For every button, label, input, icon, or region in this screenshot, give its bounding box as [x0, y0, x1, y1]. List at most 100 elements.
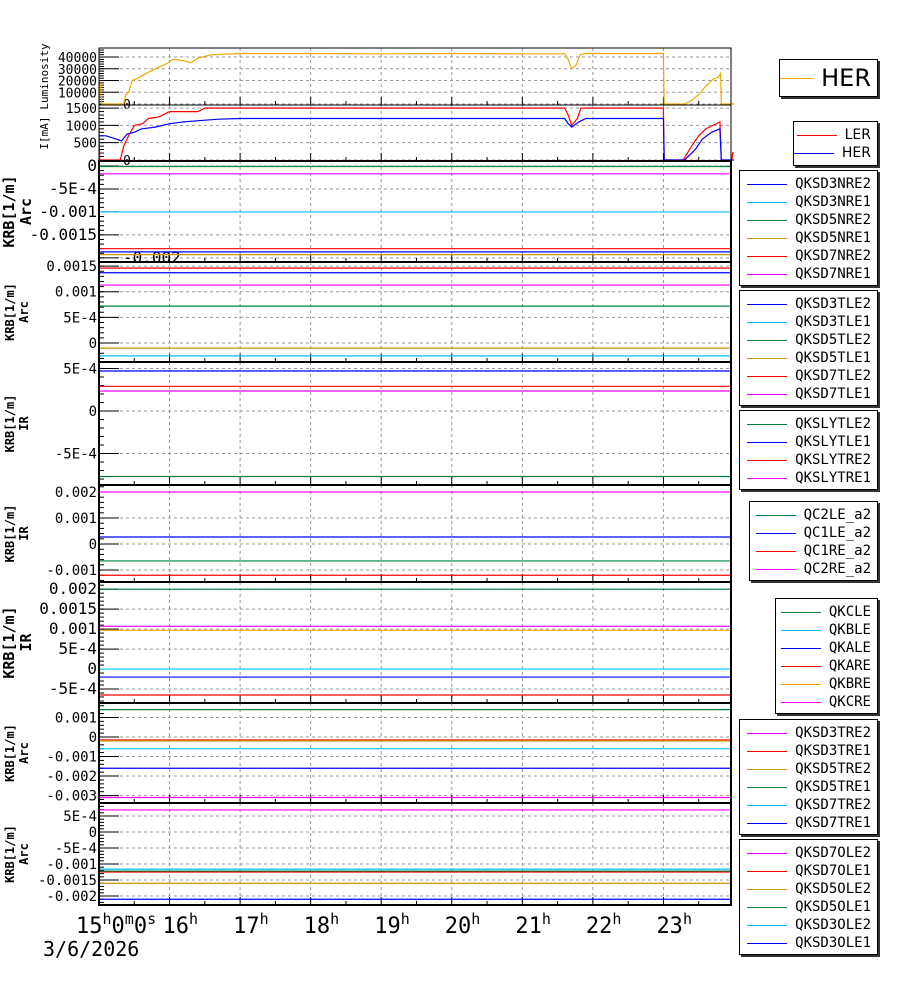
legend-swatch [747, 459, 788, 461]
y-axis-label-line: Arc [17, 742, 31, 764]
legend-item: QKSD5OLE1 [740, 898, 877, 916]
panel-frame [98, 484, 732, 583]
legend-item: QKSD7OLE2 [740, 844, 877, 862]
y-axis-label-line: Arc [17, 843, 31, 865]
legend-label: QKSD7TLE2 [795, 368, 871, 384]
legend-item: QC2RE_a2 [750, 560, 877, 578]
legend-label: QKSD5OLE1 [795, 899, 871, 915]
y-axis-label-line: IR [17, 526, 31, 541]
y-tick-label: 0.001 [55, 285, 97, 301]
y-tick-label: 1500 [66, 102, 97, 117]
legend-item: QKSD5NRE1 [740, 229, 877, 247]
legend-item: QKALE [776, 639, 877, 657]
panel-9: 5E-40-5E-4-0.001-0.0015-0.002 KRB[1/m]Arc [3, 802, 732, 906]
legend-label: QC2RE_a2 [803, 561, 871, 577]
legend-swatch [780, 701, 821, 703]
legend-swatch [747, 870, 788, 872]
legend-item: QKSD5TRE1 [740, 778, 877, 796]
legend-label: QKSD7TLE1 [795, 386, 871, 402]
x-tick-number: 17 [233, 914, 260, 939]
panel-4: 0 5E-4 0.001 0.0015 KRB[1/m]Arc [3, 259, 732, 363]
y-tick-label: 40000 [58, 51, 97, 66]
legend-label: HER [821, 64, 871, 92]
legend-swatch [755, 550, 796, 552]
legend-panel-6: QC2LE_a2 QC1LE_a2 QC1RE_a2 QC2RE_a2 [749, 501, 878, 581]
y-tick-label: 0.002 [55, 485, 97, 501]
legend-swatch [747, 273, 788, 275]
legend-label: QKSD5TLE2 [795, 332, 871, 348]
legend-swatch [747, 303, 788, 305]
x-tick-number: 0 [112, 914, 125, 939]
x-axis-date: 3/6/2026 [43, 937, 139, 961]
y-tick-label: -5E-4 [55, 841, 97, 857]
x-tick-label: 19h [374, 910, 410, 939]
y-axis-label-line: KRB[1/m] [3, 395, 17, 453]
y-axis-label: KRB[1/m]IR [3, 505, 31, 563]
panel-frame [98, 261, 732, 363]
legend-panel-5: QKSLYTLE2 QKSLYTLE1 QKSLYTRE2 QKSLYTRE1 [739, 410, 878, 490]
legend-panel-8: QKSD3TRE2 QKSD3TRE1 QKSD5TRE2 QKSD5TRE1 QKSD… [739, 719, 878, 835]
y-tick-label: 0.0015 [46, 259, 97, 275]
legend-swatch [747, 423, 788, 425]
legend-swatch [747, 942, 788, 944]
legend-item: QKSD3OLE2 [740, 916, 877, 934]
legend-item: QKSD7NRE2 [740, 247, 877, 265]
legend-item: QKSD5TLE1 [740, 349, 877, 367]
legend-swatch [747, 375, 788, 377]
y-tick-label: 0 [89, 336, 97, 352]
legend-label: QKSLYTRE2 [795, 452, 871, 468]
unit-superscript: h [103, 910, 112, 928]
y-tick-label: 5E-4 [63, 809, 97, 825]
unit-superscript: h [471, 910, 480, 928]
legend-label: QKSD5TLE1 [795, 350, 871, 366]
legend-item: QKSD3OLE1 [740, 934, 877, 952]
legend-item: QKBRE [776, 675, 877, 693]
legend-item: QKSD3TLE1 [740, 313, 877, 331]
legend-item: QKSD5OLE2 [740, 880, 877, 898]
y-axis-label: KRB[1/m]Arc [3, 825, 31, 883]
legend-swatch [796, 134, 837, 136]
unit-superscript: h [683, 910, 692, 928]
legend-item: QKSD5NRE2 [740, 211, 877, 229]
y-tick-label: 5E-4 [63, 310, 97, 326]
x-tick-number: 15 [76, 914, 103, 939]
legend-label: QKBRE [828, 676, 871, 692]
y-tick-label: 0 [123, 98, 131, 113]
y-tick-label: 0 [87, 156, 97, 175]
y-axis-label: KRB[1/m]Arc [3, 724, 31, 782]
y-axis-label: KRB[1/m]IR [0, 606, 35, 678]
legend-item: HER [794, 144, 877, 162]
legend-label: QKSD5OLE2 [795, 881, 871, 897]
y-tick-label: -0.001 [39, 202, 97, 221]
legend-item: QKSD7OLE1 [740, 862, 877, 880]
y-axis-label-line: Arc [17, 198, 35, 225]
x-tick-number: 18 [304, 914, 331, 939]
panel-6: 0.002 0.001 0 -0.001 KRB[1/m]IR [3, 484, 732, 583]
legend-swatch [747, 201, 788, 203]
legend-swatch [747, 822, 788, 824]
legend-label: QKBLE [828, 622, 871, 638]
y-tick-label: -0.0015 [30, 225, 97, 244]
legend-label: QKCLE [828, 604, 871, 620]
x-tick-number: 0 [134, 914, 147, 939]
y-tick-label: -0.001 [46, 750, 97, 766]
panel-8: 0.001 0 -0.001 -0.002 -0.003 KRB[1/m]Arc [3, 702, 732, 805]
legend-item: QKARE [776, 657, 877, 675]
series-her-line [99, 117, 734, 161]
legend-item: QC1RE_a2 [750, 542, 877, 560]
unit-superscript: h [189, 910, 198, 928]
legend-swatch [780, 647, 821, 649]
legend-swatch [747, 183, 788, 185]
y-tick-label: 5E-4 [63, 361, 97, 377]
unit-superscript: h [542, 910, 551, 928]
legend-panel-9: QKSD7OLE2 QKSD7OLE1 QKSD5OLE2 QKSD5OLE1 QKSD… [739, 839, 878, 955]
legend-swatch [747, 924, 788, 926]
unit-superscript: h [260, 910, 269, 928]
y-tick-label: -0.001 [46, 857, 97, 873]
x-tick-number: 21 [515, 914, 542, 939]
legend-item: QKSD3NRE2 [740, 175, 877, 193]
x-tick-number: 22 [586, 914, 613, 939]
y-tick-label: 0 [87, 659, 97, 678]
y-tick-label: 0.001 [55, 511, 97, 527]
